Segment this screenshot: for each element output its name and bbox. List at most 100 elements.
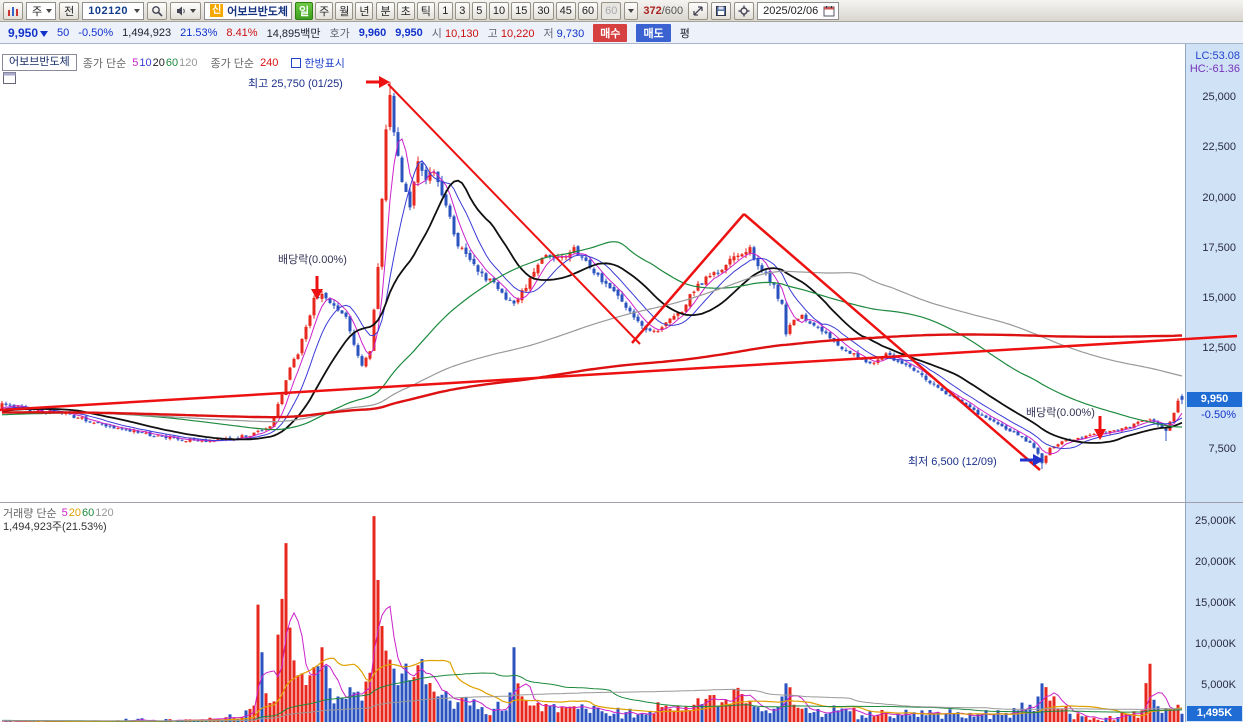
stock-code-value: 102120 (88, 4, 128, 17)
market-select[interactable]: 주 (26, 1, 57, 20)
period-button-일[interactable]: 일 (294, 1, 314, 20)
volume-ma-chips: 52060120 (62, 507, 115, 519)
current-price-pct: -0.50% (1201, 408, 1236, 421)
volume-axis-tick: 15,000K (1195, 597, 1236, 609)
avg-label: 평 (679, 27, 690, 40)
bid-price: 9,950 (395, 26, 423, 39)
annotation: 최고 25,750 (01/25) (248, 78, 343, 90)
price-ma-20: 20 (152, 56, 165, 69)
minute-button-30[interactable]: 30 (533, 1, 554, 20)
open-group: 시 10,130 (431, 27, 479, 40)
sell-button[interactable]: 매도 (636, 23, 671, 42)
ma-240-chip: 240 (260, 56, 279, 69)
minute-button-45[interactable]: 45 (555, 1, 576, 20)
chevron-down-icon (134, 8, 141, 13)
candlestick-plot[interactable] (0, 44, 1185, 502)
price-chart-region: LC:53.08 HC:-61.36 25,000 22,500 20,000 17,… (0, 44, 1243, 502)
annotation: 최저 6,500 (12/09) (908, 456, 997, 468)
price-change: 50 (57, 26, 70, 39)
jeon-button[interactable]: 전 (59, 1, 80, 20)
minute-button-5[interactable]: 5 (471, 1, 487, 20)
tick-count-disabled: 60 (601, 1, 622, 20)
hoga-label: 호가 (329, 27, 350, 40)
high-group: 고 10,220 (487, 27, 535, 40)
volume-legend: 거래량 단순 52060120 (3, 505, 115, 521)
minute-button-15[interactable]: 15 (511, 1, 532, 20)
volume-axis-tick: 5,000K (1201, 679, 1236, 691)
hc-value: HC:-61.36 (1189, 63, 1240, 75)
price-axis-panel[interactable]: LC:53.08 HC:-61.36 25,000 22,500 20,000 17,… (1185, 44, 1243, 502)
zoom-arrows-icon[interactable] (688, 1, 709, 20)
save-icon[interactable] (711, 1, 732, 20)
annotation: 배당락(0.00%) (278, 254, 347, 266)
low-price: 9,730 (556, 27, 585, 40)
price-ma-5: 5 (132, 56, 139, 69)
volume-ma-label: 거래량 단순 (3, 508, 57, 520)
date-value: 2025/02/06 (763, 4, 819, 17)
minute-button-1[interactable]: 1 (437, 1, 453, 20)
price-axis-tick: 20,000 (1202, 191, 1236, 204)
volume-axis-tick: 10,000K (1195, 638, 1236, 650)
price-axis-tick: 15,000 (1202, 292, 1236, 305)
mini-window-icon[interactable] (3, 72, 16, 87)
gear-icon[interactable] (734, 1, 755, 20)
unit-button-분[interactable]: 분 (376, 1, 395, 20)
unit-button-초[interactable]: 초 (396, 1, 415, 20)
date-picker[interactable]: 2025/02/06 (757, 1, 840, 20)
high-price: 10,220 (500, 27, 535, 40)
period-button-주[interactable]: 주 (315, 1, 334, 20)
chart-type-icon[interactable] (3, 1, 23, 20)
volume-axis-panel[interactable]: 25,000K 20,000K 15,000K 10,000K 5,000K 1,495K (1185, 503, 1243, 722)
volume-ma-120: 120 (95, 507, 114, 519)
stock-code-input[interactable]: 102120 (82, 1, 145, 20)
period-button-년[interactable]: 년 (355, 1, 374, 20)
market-select-value: 주 (32, 5, 43, 18)
volume-ma-20: 20 (68, 507, 82, 519)
buy-button[interactable]: 매수 (593, 23, 628, 42)
open-price: 10,130 (444, 27, 479, 40)
price-change-pct: -0.50% (78, 26, 114, 39)
annotation: 배당락(0.00%) (1026, 407, 1095, 419)
unit-button-틱[interactable]: 틱 (416, 1, 435, 20)
lc-value: LC:53.08 (1195, 50, 1240, 62)
bar-count: 372/600 (643, 4, 684, 17)
volume-ma-5: 5 (61, 507, 68, 519)
ask-price: 9,960 (358, 26, 387, 39)
volume-plot[interactable] (0, 503, 1185, 722)
price-legend: 어보브반도체 종가 단순 5102060120 종가 단순 240 한방표시 (2, 54, 345, 71)
price-axis-tick: 25,000 (1202, 91, 1236, 103)
minute-button-3[interactable]: 3 (454, 1, 470, 20)
stock-name: 어보브반도체 (227, 5, 288, 18)
period-button-월[interactable]: 월 (335, 1, 354, 20)
minute-button-60[interactable]: 60 (577, 1, 599, 20)
current-price: 9,950 (8, 26, 49, 40)
price-axis-tick: 12,500 (1202, 342, 1236, 355)
price-down-icon (40, 30, 49, 37)
price-axis-tick: 22,500 (1202, 141, 1236, 154)
volume-summary: 1,494,923주(21.53%) (3, 521, 107, 533)
price-ma-label: 종가 단순 (82, 57, 127, 70)
turnover-ratio: 8.41% (226, 26, 258, 39)
hanbang-toggle[interactable]: 한방표시 (291, 55, 345, 71)
price-axis-tick: 17,500 (1202, 241, 1236, 254)
price-ma-120: 120 (179, 56, 198, 69)
price-ma-chips: 5102060120 (132, 57, 198, 69)
price-ma-60: 60 (165, 56, 179, 69)
volume-axis-tick: 25,000K (1195, 515, 1236, 527)
chart-tab[interactable]: 어보브반도체 (2, 54, 77, 71)
sound-icon[interactable] (170, 1, 202, 20)
interval-dropdown[interactable] (624, 1, 639, 20)
price-ma-10: 10 (139, 56, 152, 69)
checkbox-icon (291, 57, 302, 68)
minute-button-10[interactable]: 10 (488, 1, 510, 20)
search-icon[interactable] (147, 1, 168, 20)
chevron-down-icon (190, 8, 197, 13)
volume-ratio: 21.53% (180, 26, 218, 39)
current-price-tag: 9,950 (1187, 391, 1242, 407)
volume-ma-60: 60 (82, 507, 95, 519)
quote-bar: 9,950 50 -0.50% 1,494,923 21.53% 8.41% 1… (0, 22, 1243, 44)
